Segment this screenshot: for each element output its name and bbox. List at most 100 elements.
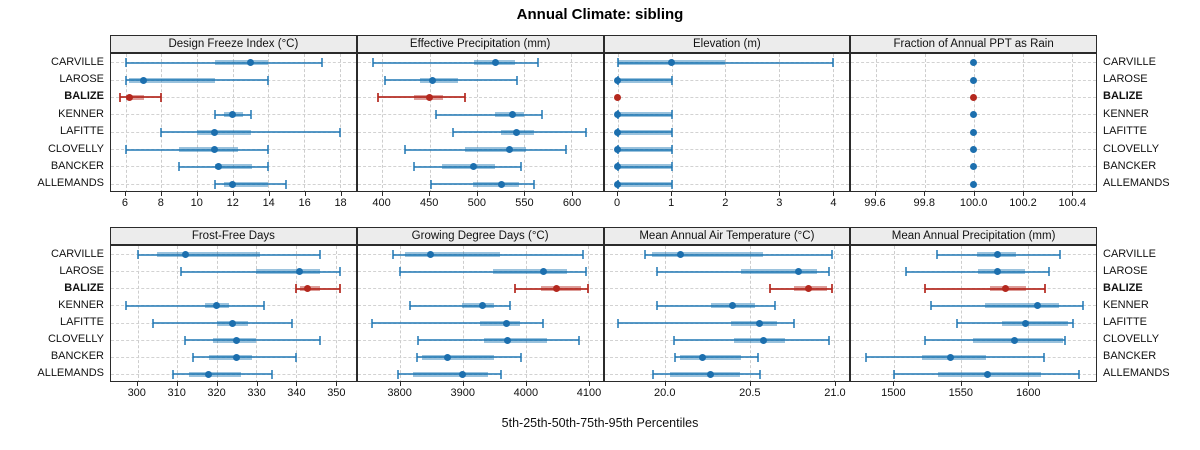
median-dot xyxy=(1010,336,1018,344)
row-label-right: LAROSE xyxy=(1103,264,1148,277)
axis-tick xyxy=(749,382,751,386)
whisker-cap-right xyxy=(584,267,587,277)
axis-tick xyxy=(429,192,431,196)
iqr-box xyxy=(461,303,495,309)
row-label-left: LAFITTE xyxy=(59,316,104,329)
whisker-cap-left xyxy=(384,75,387,85)
axis-tick xyxy=(256,382,258,386)
whisker-line xyxy=(181,270,340,273)
whisker-line xyxy=(125,61,322,64)
row-label-right: LAFITTE xyxy=(1103,316,1148,329)
whisker-cap-right xyxy=(267,145,270,155)
panel-body xyxy=(356,53,604,192)
median-dot xyxy=(970,180,978,188)
whisker-cap-right xyxy=(318,335,321,345)
iqr-box xyxy=(405,252,501,258)
gridline-h xyxy=(604,79,850,81)
row-label-left: CARVILLE xyxy=(51,247,104,260)
median-dot xyxy=(805,285,813,293)
whisker-line xyxy=(865,356,1044,359)
gridline-v xyxy=(339,54,341,191)
iqr-box xyxy=(617,129,672,135)
axis-tick xyxy=(671,192,673,196)
whisker-line xyxy=(769,287,833,290)
axis-tick-label: 20.0 xyxy=(654,387,676,399)
axis-tick xyxy=(924,192,926,196)
axis-tick-label: 450 xyxy=(419,197,439,209)
axis-caption: 5th-25th-50th-75th-95th Percentiles xyxy=(501,416,699,430)
whisker-line xyxy=(185,339,320,342)
whisker-cap-left xyxy=(294,284,297,294)
panel-strip: Growing Degree Days (°C) xyxy=(356,227,604,245)
median-dot xyxy=(503,319,511,327)
row-label-left: KENNER xyxy=(58,107,104,120)
whisker-cap-right xyxy=(831,284,834,294)
iqr-box xyxy=(412,371,488,377)
whisker-cap-right xyxy=(577,335,580,345)
whisker-cap-left xyxy=(435,110,438,120)
whisker-cap-right xyxy=(537,58,540,68)
row-label-left: CLOVELLY xyxy=(47,142,104,155)
median-dot xyxy=(970,76,978,84)
axis-tick xyxy=(196,192,198,196)
gridline-v xyxy=(137,246,139,381)
whisker-line xyxy=(617,79,672,82)
median-dot xyxy=(233,353,241,361)
whisker-cap-left xyxy=(955,318,958,328)
whisker-cap-right xyxy=(827,335,830,345)
axis-tick xyxy=(160,192,162,196)
gridline-h xyxy=(357,96,603,98)
axis-tick xyxy=(572,192,574,196)
panel-strip-label: Effective Precipitation (mm) xyxy=(409,38,551,50)
gridline-h xyxy=(604,288,850,290)
median-dot xyxy=(506,146,514,154)
whisker-cap-right xyxy=(249,110,252,120)
median-dot xyxy=(946,353,954,361)
whisker-cap-right xyxy=(582,250,585,260)
whisker-cap-right xyxy=(516,75,519,85)
whisker-line xyxy=(924,339,1066,342)
whisker-line xyxy=(436,113,542,116)
row-label-right: BALIZE xyxy=(1103,281,1143,294)
gridline-v xyxy=(476,54,478,191)
median-dot xyxy=(211,128,219,136)
whisker-cap-left xyxy=(391,250,394,260)
axis-tick-label: 330 xyxy=(247,387,266,399)
row-label-right: CARVILLE xyxy=(1103,55,1156,68)
whisker-cap-left xyxy=(644,250,646,260)
whisker-cap-right xyxy=(320,58,323,68)
whisker-cap-left xyxy=(191,352,194,362)
whisker-cap-right xyxy=(831,250,834,260)
gridline-v xyxy=(304,54,306,191)
axis-tick-label: 12 xyxy=(226,197,239,209)
row-label-left: BANCKER xyxy=(50,350,104,363)
whisker-cap-left xyxy=(119,92,122,102)
axis-tick xyxy=(381,192,383,196)
axis-tick xyxy=(874,192,876,196)
median-dot xyxy=(707,370,715,378)
axis-tick xyxy=(136,382,138,386)
whisker-cap-left xyxy=(655,301,658,311)
whisker-cap-right xyxy=(160,92,163,102)
axis-tick xyxy=(524,192,526,196)
whisker-line xyxy=(673,339,829,342)
chart-title: Annual Climate: sibling xyxy=(516,6,684,23)
whisker-cap-right xyxy=(541,110,544,120)
axis-tick-label: 100.2 xyxy=(1009,197,1037,209)
whisker-cap-left xyxy=(160,127,163,137)
row-label-left: BALIZE xyxy=(64,90,104,103)
gridline-v xyxy=(671,54,673,191)
axis-tick-label: 600 xyxy=(562,197,582,209)
whisker-cap-left xyxy=(152,318,155,328)
axis-tick xyxy=(834,382,836,386)
whisker-line xyxy=(372,61,539,64)
whisker-cap-right xyxy=(338,267,341,277)
panel-strip-label: Fraction of Annual PPT as Rain xyxy=(893,38,1054,50)
axis-tick-label: 99.6 xyxy=(864,197,886,209)
gridline-h xyxy=(604,183,850,185)
axis-tick xyxy=(525,382,527,386)
whisker-cap-left xyxy=(172,369,175,379)
median-dot xyxy=(614,111,622,119)
whisker-cap-right xyxy=(520,162,523,172)
iqr-box xyxy=(731,320,777,326)
